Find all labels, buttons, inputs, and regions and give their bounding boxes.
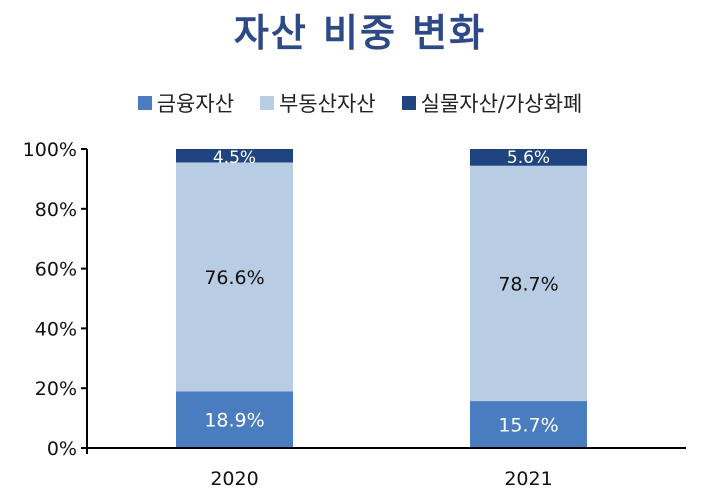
bar-segment: [176, 162, 293, 392]
legend-label: 실물자산/가상화폐: [420, 92, 583, 116]
bar-segment: [470, 401, 587, 448]
legend-label: 금융자산: [156, 92, 235, 116]
data-label: 18.9%: [204, 410, 264, 432]
y-tick-label: 80%: [35, 199, 77, 221]
bar-segment: [470, 165, 587, 402]
bar-segment: [470, 149, 587, 166]
data-label: 15.7%: [498, 415, 558, 437]
y-tick-label: 40%: [35, 318, 77, 340]
data-label: 4.5%: [213, 148, 256, 168]
legend-item: 실물자산/가상화폐: [401, 88, 583, 118]
chart-title: 자산 비중 변화: [233, 11, 487, 55]
data-label: 76.6%: [204, 267, 264, 289]
legend-swatch: [260, 96, 275, 110]
y-tick-label: 20%: [35, 378, 77, 400]
legend-label: 부동산자산: [279, 92, 376, 116]
x-tick-label: 2021: [504, 468, 552, 490]
legend-swatch: [401, 96, 416, 110]
data-label: 5.6%: [507, 148, 550, 168]
x-tick-label: 2020: [210, 468, 258, 490]
y-tick-label: 100%: [23, 139, 77, 161]
legend-item: 금융자산: [137, 88, 235, 118]
data-label: 78.7%: [498, 273, 558, 295]
legend-swatch: [137, 96, 152, 110]
bar-segment: [176, 391, 293, 448]
bar-segment: [176, 149, 293, 163]
legend: 금융자산 부동산자산 실물자산/가상화폐: [0, 88, 720, 118]
legend-item: 부동산자산: [260, 88, 376, 118]
y-tick-label: 60%: [35, 259, 77, 281]
y-tick-label: 0%: [47, 438, 77, 460]
